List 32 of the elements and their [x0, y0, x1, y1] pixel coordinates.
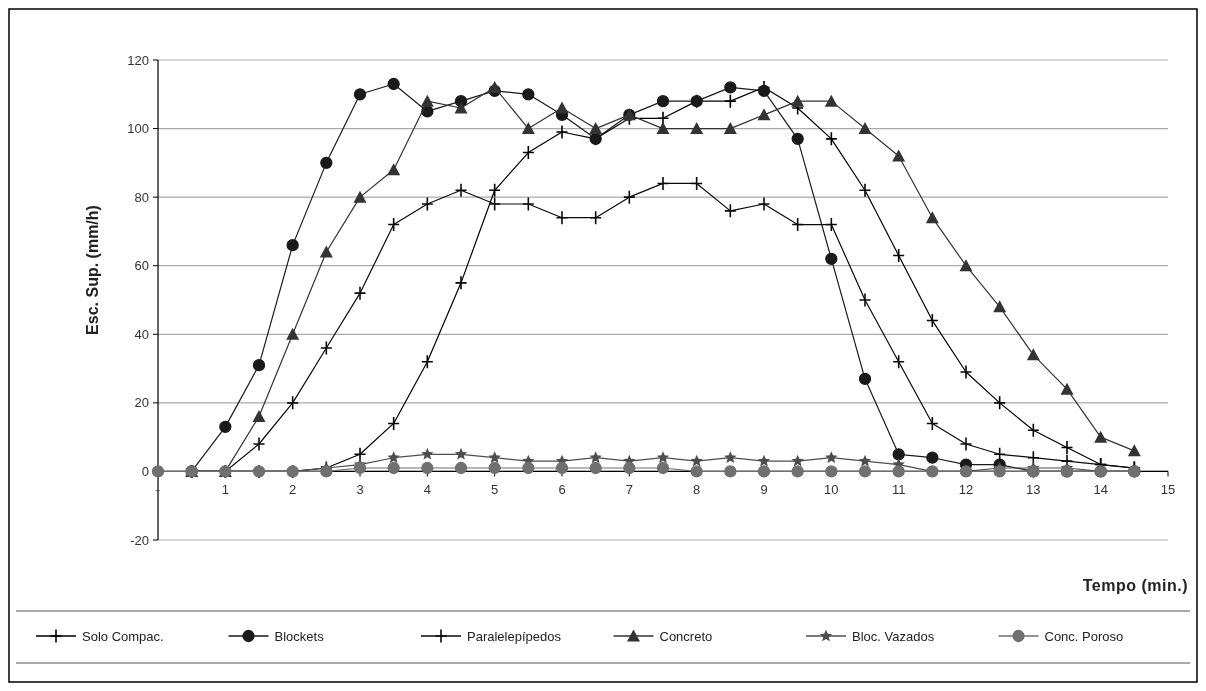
x-tick-label: 12: [958, 482, 974, 498]
x-tick-label: 13: [1026, 482, 1041, 498]
x-tick-label: 10: [824, 482, 839, 498]
y-tick-label: -20: [130, 532, 149, 548]
legend-label: Solo Compac.: [82, 628, 164, 644]
x-tick-label: 7: [625, 482, 633, 498]
y-tick-label: 120: [127, 52, 149, 68]
x-tick-label: 1: [221, 482, 229, 498]
y-tick-label: 80: [134, 189, 149, 205]
x-tick-label: 2: [289, 482, 297, 498]
y-tick-label: 40: [134, 326, 149, 342]
x-tick-label: 6: [558, 482, 566, 498]
legend-label: Bloc. Vazados: [852, 628, 935, 644]
legend-label: Paralelepípedos: [467, 628, 562, 644]
x-tick-label: 14: [1093, 482, 1108, 498]
y-tick-label: 100: [127, 121, 149, 137]
legend-label: Blockets: [274, 628, 325, 644]
x-tick-label: 15: [1160, 482, 1176, 498]
x-tick-label: -: [155, 482, 161, 498]
legend-label: Conc. Poroso: [1044, 628, 1124, 644]
x-axis-title: Tempo (min.): [1082, 577, 1188, 594]
y-tick-label: 20: [134, 395, 149, 411]
y-axis-title: Esc. Sup. (mm/h): [84, 205, 101, 335]
x-tick-label: 3: [356, 482, 364, 498]
x-tick-label: 9: [760, 482, 768, 498]
x-tick-label: 8: [693, 482, 701, 498]
y-tick-label: 0: [141, 463, 149, 479]
y-tick-label: 60: [134, 258, 149, 274]
x-tick-label: 4: [423, 482, 431, 498]
x-tick-label: 5: [491, 482, 499, 498]
x-tick-label: 11: [891, 482, 906, 498]
legend-label: Concreto: [659, 628, 713, 644]
